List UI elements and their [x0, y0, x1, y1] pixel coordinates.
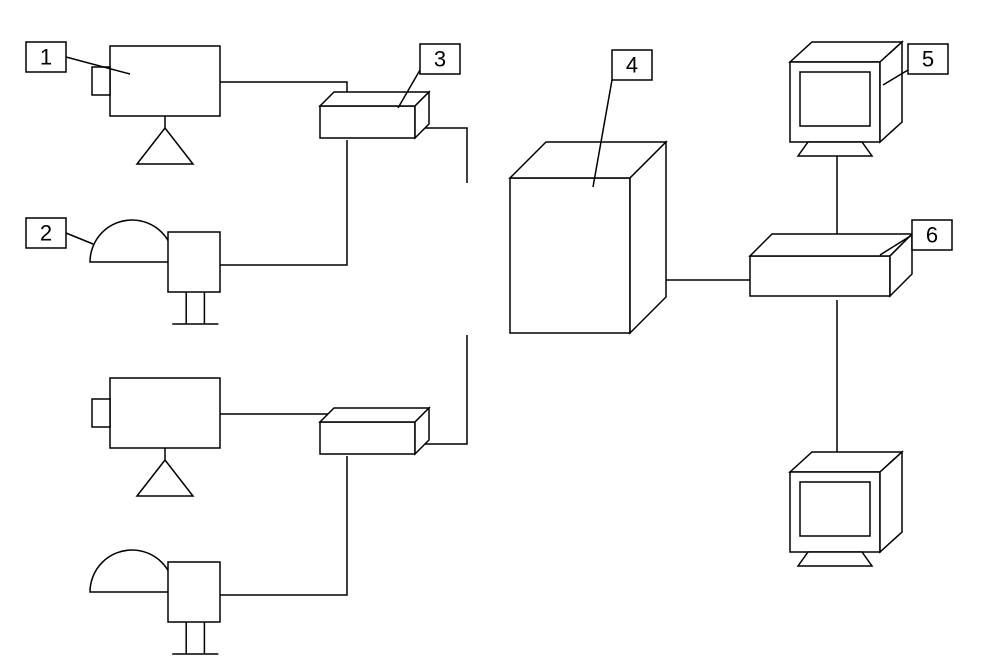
label-text-1: 1 — [40, 45, 52, 70]
label-text-2: 2 — [40, 221, 52, 246]
label-text-4: 4 — [626, 53, 638, 78]
connection-wire — [416, 128, 467, 183]
label-leader — [66, 233, 93, 244]
label-text-3: 3 — [434, 47, 446, 72]
label-text-5: 5 — [922, 47, 934, 72]
label-text-6: 6 — [926, 223, 938, 248]
